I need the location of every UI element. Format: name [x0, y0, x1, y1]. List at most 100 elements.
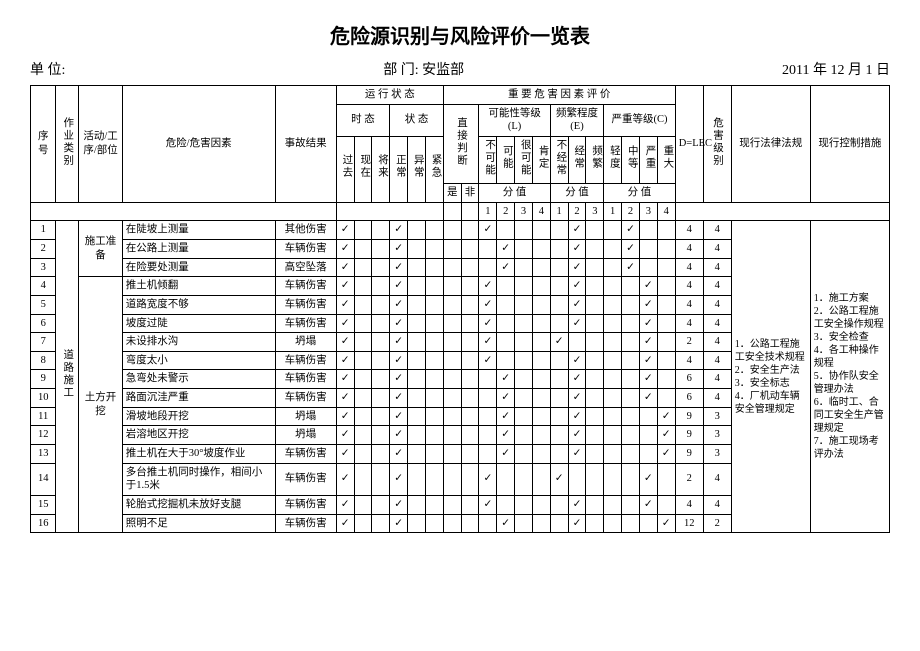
cell-ts — [372, 495, 390, 514]
cell-C — [604, 389, 622, 408]
cell-E — [550, 407, 568, 426]
cell-D: 9 — [675, 407, 703, 426]
cell-dj-yes — [443, 333, 461, 352]
cell-st — [425, 295, 443, 314]
cell-L: ✓ — [497, 389, 515, 408]
cell-hazard: 急弯处未警示 — [122, 370, 275, 389]
cell-L — [497, 295, 515, 314]
cell-hazard: 多台推土机同时操作，相间小于1.5米 — [122, 463, 275, 495]
h-d: D=LEC — [675, 86, 703, 203]
cell-ts — [372, 370, 390, 389]
cell-dj-no — [461, 295, 479, 314]
cell-grade: 2 — [703, 514, 731, 533]
cell-st — [425, 258, 443, 277]
cell-ts — [354, 351, 372, 370]
cell-grade: 4 — [703, 221, 731, 240]
cell-C — [657, 277, 675, 296]
cell-E — [586, 314, 604, 333]
h-C1: 轻度 — [604, 136, 622, 183]
cell-activity-prep: 施工准备 — [79, 221, 122, 277]
date-value: 2011 年 12 月 1 日 — [782, 59, 890, 79]
cell-seq: 3 — [31, 258, 56, 277]
cell-C — [604, 463, 622, 495]
cell-C: ✓ — [622, 239, 640, 258]
cell-result: 高空坠落 — [275, 258, 336, 277]
cell-D: 2 — [675, 333, 703, 352]
cell-st — [425, 221, 443, 240]
cell-C — [604, 258, 622, 277]
cell-L: ✓ — [479, 333, 497, 352]
cell-C: ✓ — [639, 295, 657, 314]
cell-E — [586, 426, 604, 445]
cell-ts: ✓ — [336, 389, 354, 408]
cell-result: 坍塌 — [275, 333, 336, 352]
cell-L: ✓ — [479, 495, 497, 514]
cell-result: 车辆伤害 — [275, 239, 336, 258]
cell-L — [515, 426, 533, 445]
cell-st: ✓ — [390, 370, 408, 389]
cell-hazard: 推土机在大于30°坡度作业 — [122, 445, 275, 464]
cell-E — [550, 426, 568, 445]
unit-label: 单 位: — [30, 63, 65, 78]
cell-E — [586, 463, 604, 495]
h-runstate: 运 行 状 态 — [336, 86, 443, 105]
cell-C — [604, 221, 622, 240]
cell-L — [497, 333, 515, 352]
cell-ctrl: 1．施工方案2．公路工程施工安全操作规程3．安全检查4．各工种操作规程5．协作队… — [810, 221, 889, 533]
cell-st — [408, 314, 426, 333]
cell-hazard: 滑坡地段开挖 — [122, 407, 275, 426]
cell-st: ✓ — [390, 314, 408, 333]
cell-E — [586, 495, 604, 514]
cell-C — [657, 221, 675, 240]
cell-L — [497, 221, 515, 240]
h-hazard: 危险/危害因素 — [122, 86, 275, 203]
cell-st — [408, 258, 426, 277]
cell-E — [586, 389, 604, 408]
cell-ts: ✓ — [336, 463, 354, 495]
cell-dj-yes — [443, 314, 461, 333]
cell-D: 9 — [675, 445, 703, 464]
cell-category: 道路施工 — [56, 221, 79, 533]
cell-E — [586, 445, 604, 464]
cell-ts — [354, 295, 372, 314]
cell-result: 其他伤害 — [275, 221, 336, 240]
cell-L: ✓ — [497, 258, 515, 277]
cell-grade: 4 — [703, 295, 731, 314]
cell-L — [532, 407, 550, 426]
cell-dj-yes — [443, 351, 461, 370]
cell-ts: ✓ — [336, 426, 354, 445]
cell-dj-yes — [443, 445, 461, 464]
cell-ts — [372, 295, 390, 314]
cell-st — [408, 239, 426, 258]
cell-C — [622, 389, 640, 408]
cell-dj-yes — [443, 463, 461, 495]
h-L2: 可能 — [497, 136, 515, 183]
cell-E — [550, 351, 568, 370]
cell-C — [657, 463, 675, 495]
h-Lscore: 分 值 — [479, 184, 550, 203]
cell-st: ✓ — [390, 277, 408, 296]
cell-st: ✓ — [390, 463, 408, 495]
cell-E — [550, 514, 568, 533]
page-title: 危险源识别与风险评价一览表 — [30, 20, 890, 49]
cell-L: ✓ — [497, 370, 515, 389]
cell-L — [532, 495, 550, 514]
cell-C: ✓ — [657, 445, 675, 464]
cell-ts — [354, 389, 372, 408]
cell-E — [586, 333, 604, 352]
cell-C — [622, 514, 640, 533]
h-L4: 肯定 — [532, 136, 550, 183]
h-Escore: 分 值 — [550, 184, 603, 203]
h-C3: 严重 — [639, 136, 657, 183]
cell-st: ✓ — [390, 295, 408, 314]
cell-st: ✓ — [390, 495, 408, 514]
cell-L — [515, 389, 533, 408]
h-abnormal: 异常 — [408, 136, 426, 202]
cell-D: 4 — [675, 495, 703, 514]
cell-st — [425, 314, 443, 333]
cell-C — [604, 445, 622, 464]
cell-L — [479, 370, 497, 389]
cell-E: ✓ — [568, 370, 586, 389]
cell-grade: 4 — [703, 463, 731, 495]
cell-dj-yes — [443, 389, 461, 408]
